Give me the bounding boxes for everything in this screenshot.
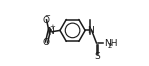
Text: NH: NH	[104, 39, 117, 48]
Text: 2: 2	[108, 43, 112, 49]
Text: N: N	[47, 27, 54, 36]
Text: S: S	[95, 52, 100, 61]
Text: O: O	[42, 38, 49, 47]
Text: −: −	[45, 13, 51, 19]
Text: +: +	[50, 24, 56, 30]
Text: O: O	[42, 16, 49, 25]
Text: N: N	[87, 26, 94, 35]
